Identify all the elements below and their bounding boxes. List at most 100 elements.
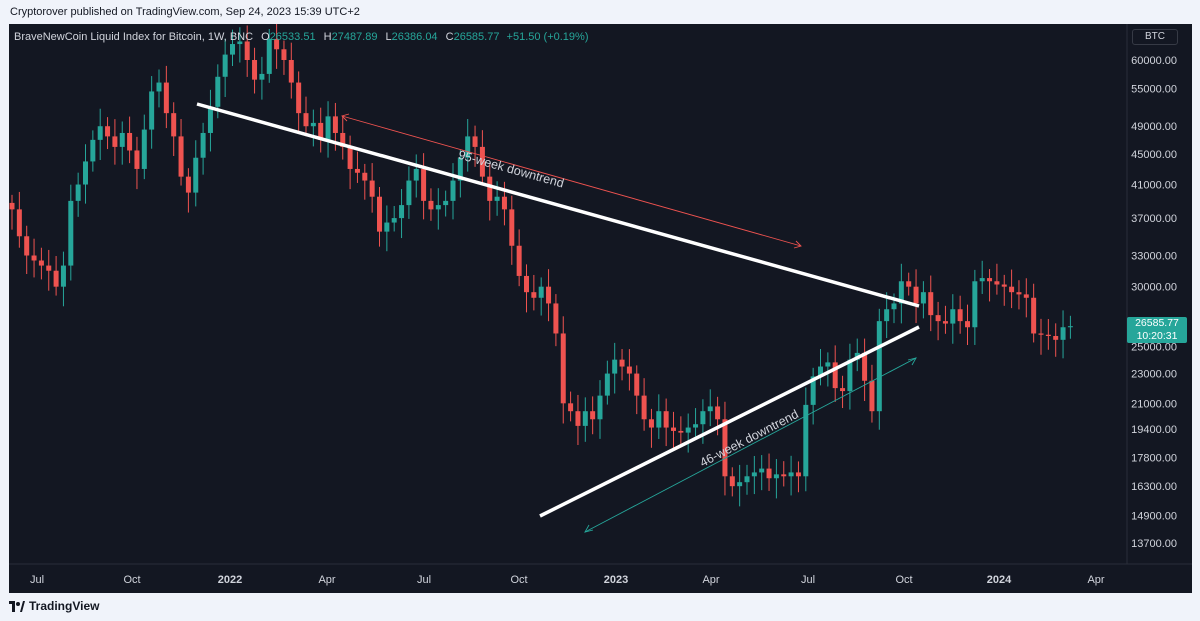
y-tick-label: 21000.00 (1131, 398, 1177, 410)
candle-body (1038, 333, 1044, 335)
legend: BraveNewCoin Liquid Index for Bitcoin, 1… (14, 31, 588, 43)
candle-body (788, 472, 794, 477)
candle-body (443, 200, 449, 206)
candle-body (869, 380, 875, 412)
x-tick-label: 2023 (604, 574, 628, 586)
candle-body (560, 333, 566, 404)
tradingview-logo-icon (9, 600, 25, 612)
candle-body (127, 132, 133, 151)
candle-body (781, 474, 787, 477)
candle-body (156, 82, 162, 92)
lower-annotation: 46-week downtrend (698, 407, 801, 470)
publish-header: Cryptorover published on TradingView.com… (0, 0, 1200, 24)
x-tick-label: Jul (30, 574, 44, 586)
candle-body (913, 286, 919, 304)
candle-body (318, 122, 324, 140)
upper-arrow-head-right (793, 240, 802, 249)
candle-body (479, 146, 485, 177)
candle-body (847, 359, 853, 392)
candle-body (641, 395, 647, 420)
candle-body (700, 411, 706, 425)
open-label: O (261, 31, 270, 43)
candle-body (46, 265, 52, 271)
y-axis[interactable]: 60000.00 55000.00 49000.00 45000.00 41000.00… (1126, 24, 1177, 564)
close-label: C (445, 31, 454, 43)
last-price-tag: 26585.77 10:20:31 (1127, 317, 1187, 343)
candle-body (244, 41, 250, 60)
candle-body (546, 286, 552, 304)
candle-body (9, 202, 15, 210)
y-tick-label: 45000.00 (1131, 149, 1177, 161)
candle-body (24, 236, 30, 256)
candle-body (972, 281, 978, 328)
candle-body (590, 411, 596, 420)
candle-body (531, 292, 537, 298)
footer (0, 593, 1200, 621)
candle-body (722, 419, 728, 477)
legend-title: BraveNewCoin Liquid Index for Bitcoin, 1… (14, 31, 254, 43)
candle-body (75, 184, 81, 201)
y-tick-label: 60000.00 (1131, 55, 1177, 67)
high-label: H (323, 31, 332, 43)
candle-body (1060, 327, 1066, 340)
chart-area[interactable]: 95-week downtrend 46-week downtrend 6000… (9, 24, 1192, 593)
candle-body (252, 60, 258, 80)
candle-body (678, 430, 684, 433)
candle-body (818, 366, 823, 377)
y-tick-label: 55000.00 (1131, 83, 1177, 95)
candle-body (303, 113, 309, 127)
candle-body (810, 376, 816, 405)
candle-body (994, 281, 1000, 285)
candle-body (163, 82, 169, 114)
y-tick-label: 23000.00 (1131, 369, 1177, 381)
symbol-box[interactable]: BTC (1132, 29, 1178, 45)
candle-body (759, 468, 765, 473)
candle-body (942, 321, 948, 324)
candle-body (413, 168, 419, 181)
candle-body (876, 321, 882, 412)
candle-body (134, 150, 140, 169)
price-chart[interactable]: 95-week downtrend 46-week downtrend 6000… (9, 24, 1192, 593)
candle-body (38, 260, 44, 266)
open-value: 26533.51 (269, 31, 316, 43)
lower-arrow-line (584, 357, 917, 533)
close-value: 26585.77 (453, 31, 500, 43)
x-axis[interactable]: Jul Oct 2022 Apr Jul Oct 2023 Apr Jul Oct 2024 Apr (9, 563, 1192, 586)
candle-body (1001, 284, 1007, 287)
candle-body (729, 476, 735, 487)
candle-body (494, 196, 500, 201)
candle-body (384, 222, 390, 232)
candle-body (928, 292, 934, 316)
candle-body (619, 359, 625, 367)
candle-body (663, 411, 669, 428)
candle-body (648, 419, 654, 428)
x-tick-label: Oct (895, 574, 912, 586)
candle-body (965, 321, 970, 328)
tradingview-logo[interactable]: TradingView (9, 599, 99, 613)
candle-body (266, 38, 272, 74)
upper-arrow-line (341, 115, 802, 247)
candle-body (369, 180, 375, 197)
candle-body (237, 41, 243, 45)
candle-body (634, 373, 640, 396)
candle-body (538, 286, 544, 298)
y-tick-label: 25000.00 (1131, 341, 1177, 353)
candle-body (193, 157, 199, 193)
x-tick-label: Oct (123, 574, 140, 586)
change-value: +51.50 (+0.19%) (506, 31, 589, 43)
candle-body (178, 136, 184, 177)
x-tick-label: 2024 (987, 574, 1012, 586)
y-tick-label: 13700.00 (1131, 538, 1177, 550)
candle-body (450, 180, 456, 201)
candle-body (597, 395, 603, 420)
candle-body (950, 309, 956, 324)
lower-arrow-head-left (584, 524, 594, 533)
candle-body (185, 176, 191, 193)
candle-body (487, 176, 493, 201)
candle-body (987, 278, 993, 282)
last-price: 26585.77 (1135, 317, 1179, 329)
y-tick-label: 14900.00 (1131, 511, 1177, 523)
y-tick-label: 17800.00 (1131, 452, 1177, 464)
candle-body (259, 73, 265, 80)
candle-body (825, 362, 831, 367)
